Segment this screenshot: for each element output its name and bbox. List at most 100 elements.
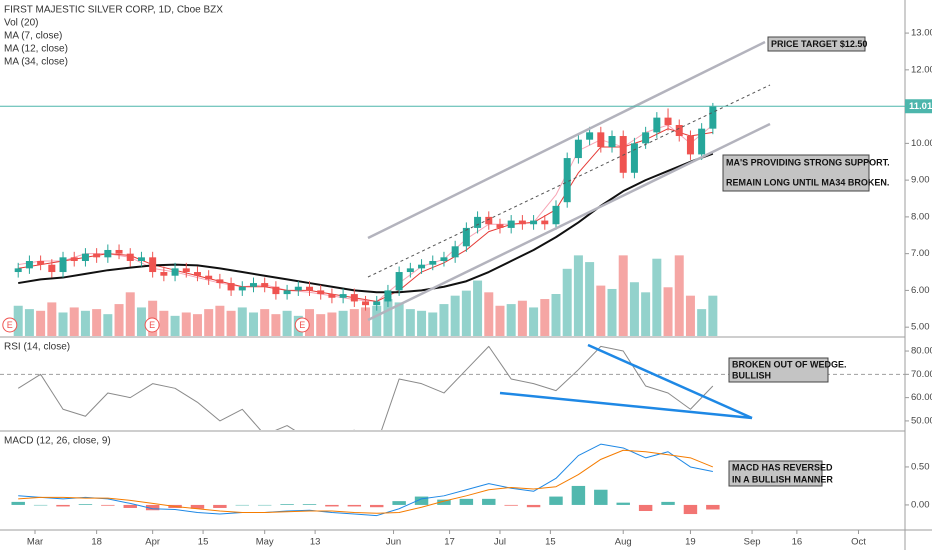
histogram-bar: [370, 504, 384, 508]
volume-bar: [629, 282, 639, 336]
candle-body: [653, 117, 661, 133]
volume-bar: [596, 285, 606, 336]
volume-bar: [551, 294, 561, 336]
candle-body: [642, 132, 650, 144]
earnings-marker: [2, 317, 18, 333]
x-tick-label: 18: [91, 537, 102, 548]
volume-bar: [361, 307, 371, 336]
y-tick-label: 80.00: [911, 346, 932, 357]
annotation-box: [722, 154, 870, 192]
y-tick-label: 0.50: [911, 461, 930, 472]
candle-body: [272, 286, 280, 295]
earnings-marker: [144, 317, 160, 333]
volume-bar: [461, 290, 471, 336]
channel-lower: [367, 122, 771, 322]
volume-bar: [192, 314, 202, 336]
candle-body: [339, 294, 347, 298]
last-price-box: [905, 99, 932, 114]
candle-body: [474, 216, 482, 228]
histogram-bar: [571, 485, 586, 505]
histogram-bar: [347, 504, 362, 507]
volume-bar: [282, 310, 292, 336]
histogram-bar: [392, 501, 406, 505]
volume-bar: [237, 307, 247, 336]
y-tick-label: 50.00: [911, 415, 932, 426]
histogram-bar: [526, 504, 541, 508]
line-series: [18, 443, 713, 517]
volume-bar: [495, 305, 505, 336]
candle-body: [429, 261, 437, 265]
earnings-label: E: [7, 320, 13, 330]
histogram-bar: [414, 496, 429, 505]
x-tick-label: Oct: [851, 537, 866, 548]
candle-body: [126, 253, 134, 262]
volume-bar: [573, 255, 583, 336]
histogram-bar: [280, 504, 294, 505]
candle-body: [249, 283, 257, 287]
candle-body: [182, 268, 190, 273]
volume-bar: [394, 302, 404, 336]
candle-body: [238, 286, 246, 291]
pane-title: MACD (12, 26, close, 9): [4, 436, 111, 447]
candle-body: [160, 272, 168, 276]
volume-bar: [685, 295, 695, 336]
legend-entry: MA (34, close): [4, 57, 68, 68]
volume-bar: [271, 314, 281, 336]
candle-body: [574, 139, 582, 159]
histogram-bar: [257, 504, 272, 506]
y-tick-label: 60.00: [911, 392, 932, 403]
annotation: MA'S PROVIDING STRONG SUPPORT.: [726, 157, 890, 167]
candle-body: [93, 253, 101, 258]
candle-body: [619, 136, 627, 173]
y-tick-label: 9.00: [911, 175, 930, 186]
candle-body: [283, 290, 291, 295]
histogram-bar: [594, 489, 608, 505]
histogram-bar: [190, 504, 205, 509]
annotation: IN A BULLISH MANNER: [732, 474, 833, 484]
histogram-bar: [504, 504, 518, 506]
macd-pane: [11, 443, 720, 517]
volume-bar: [585, 262, 595, 336]
volume-bar: [338, 310, 348, 336]
candle-body: [406, 268, 414, 273]
histogram-bar: [145, 504, 160, 511]
histogram-bar: [123, 504, 137, 508]
channel-median: [367, 84, 771, 278]
pane-title: RSI (14, close): [4, 342, 70, 353]
candle-body: [552, 205, 560, 225]
candle-body: [485, 216, 493, 225]
volume-bar: [226, 310, 236, 336]
volume-bar: [36, 310, 46, 336]
candle-body: [541, 220, 549, 225]
y-tick-label: 8.00: [911, 211, 930, 222]
histogram-bar: [459, 498, 474, 505]
candle-body: [306, 286, 314, 291]
volume-bar: [540, 299, 550, 336]
candle-body: [227, 283, 235, 291]
volume-bar: [159, 310, 169, 336]
volume-bar: [663, 287, 673, 336]
x-tick-label: Aug: [615, 537, 632, 548]
last-price-label: 11.01: [909, 101, 932, 112]
histogram-bar: [437, 499, 451, 505]
histogram-bar: [56, 504, 70, 507]
annotation: PRICE TARGET $12.50: [771, 39, 867, 49]
candle-body: [317, 290, 325, 295]
volume-bar: [24, 309, 34, 336]
candle-body: [137, 257, 145, 262]
volume-bar: [473, 280, 483, 336]
annotation: REMAIN LONG UNTIL MA34 BROKEN.: [726, 177, 889, 187]
histogram-bar: [78, 504, 93, 505]
volume-bar: [439, 304, 449, 336]
x-tick-label: 13: [310, 537, 321, 548]
candle-body: [675, 124, 683, 137]
volume-bar: [327, 312, 337, 336]
candle-body: [630, 143, 638, 173]
y-tick-label: 7.00: [911, 248, 930, 259]
candle-body: [384, 290, 392, 302]
candle-body: [686, 136, 694, 155]
candle-body: [563, 158, 571, 203]
earnings-label: E: [299, 320, 305, 330]
